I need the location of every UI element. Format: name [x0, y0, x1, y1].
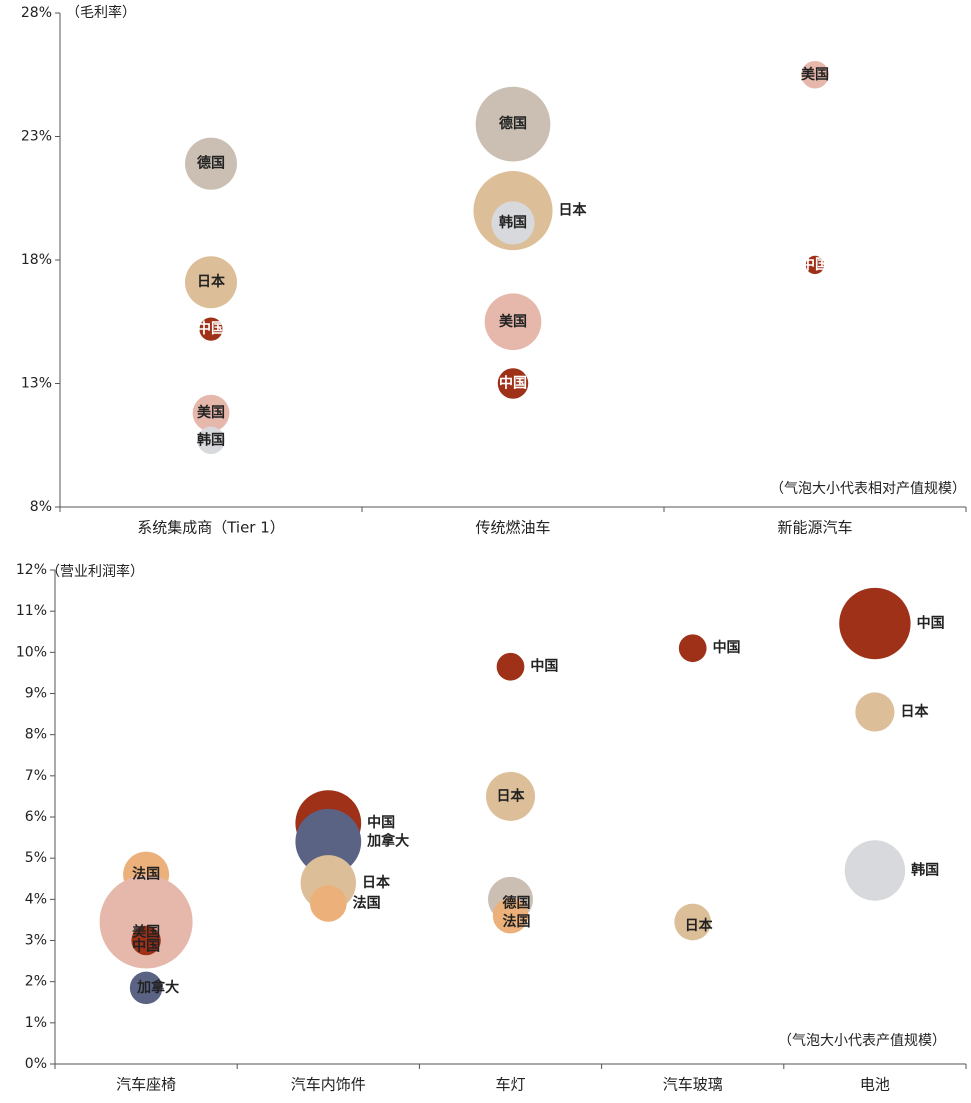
bubble-label: 日本	[685, 917, 714, 934]
bubble-日本	[485, 771, 536, 821]
bubble-label: 日本	[362, 874, 391, 891]
y-axis-title: （毛利率）	[66, 4, 136, 21]
bubble-label: 中国	[917, 615, 945, 632]
y-tick-label: 7%	[25, 768, 47, 784]
bubble-size-note: （气泡大小代表产值规模）	[778, 1033, 946, 1049]
bubble-label: 加拿大	[366, 833, 409, 850]
bubble-label: 日本	[497, 787, 526, 804]
bubble-label: 中国	[499, 375, 527, 392]
bubble-美国	[192, 394, 230, 432]
bubble-日本	[855, 692, 895, 732]
bubble-label: 中国	[801, 256, 829, 273]
y-tick-label: 10%	[16, 644, 47, 660]
bubble-label: 韩国	[197, 431, 225, 448]
y-tick-label: 23%	[21, 129, 52, 145]
bubble-label: 美国	[197, 404, 225, 421]
bubble-法国	[492, 898, 529, 934]
bubble-size-note: （气泡大小代表相对产值规模）	[770, 481, 966, 497]
bubble-label: 德国	[499, 115, 527, 132]
x-category-label: 汽车内饰件	[291, 1076, 366, 1094]
y-tick-label: 3%	[25, 933, 47, 949]
y-tick-label: 8%	[25, 727, 47, 743]
y-tick-label: 28%	[21, 5, 52, 21]
bubble-美国	[801, 60, 829, 89]
bubble-label: 德国	[503, 894, 531, 911]
bubble-日本	[674, 903, 712, 941]
bubble-label: 美国	[132, 923, 160, 940]
y-tick-label: 8%	[30, 499, 52, 515]
bubble-中国	[678, 634, 707, 663]
bubble-label: 法国	[353, 894, 381, 911]
x-category-label: 新能源汽车	[777, 519, 852, 537]
bubble-德国	[475, 86, 551, 162]
bubble-label: 加拿大	[136, 979, 179, 996]
bubble-label: 日本	[901, 703, 930, 720]
bubble-label: 中国	[132, 938, 160, 955]
bubble-label: 中国	[367, 814, 395, 831]
bubble-label: 德国	[197, 155, 225, 172]
bubble-label: 法国	[132, 866, 160, 883]
chart-gross-margin: 8% 13% 18% 23% 28% 系统集成商（Tier 1） 传统燃油车 新能源汽车 （毛利…	[21, 4, 967, 537]
bubble-label: 韩国	[499, 214, 527, 231]
bubble-法国	[309, 885, 347, 922]
bubble-label: 法国	[503, 913, 531, 930]
bubble-韩国	[491, 201, 535, 245]
bubble-中国	[199, 317, 223, 341]
bubble-中国	[131, 925, 161, 956]
bubble-加拿大	[295, 808, 362, 875]
y-tick-label: 12%	[16, 562, 47, 578]
y-tick-label: 13%	[21, 376, 52, 392]
y-tick-label: 0%	[25, 1056, 47, 1072]
y-tick-label: 5%	[25, 850, 47, 866]
x-category-label: 电池	[860, 1076, 890, 1094]
y-tick-label: 11%	[16, 603, 47, 619]
bubble-label: 韩国	[911, 862, 939, 879]
x-category-label: 传统燃油车	[475, 519, 550, 537]
x-category-label: 车灯	[495, 1076, 525, 1094]
bubble-label: 中国	[713, 639, 741, 656]
bubble-德国	[185, 137, 237, 190]
bubble-加拿大	[129, 971, 163, 1005]
bubble-日本	[185, 256, 237, 309]
y-tick-label: 2%	[25, 974, 47, 990]
bubble-label: 中国	[197, 320, 225, 337]
chart-operating-margin: 0% 1% 2% 3% 4% 5% 6% 7% 8% 9% 10% 11% 12% 汽车座椅 汽车内饰件 车灯…	[16, 562, 967, 1094]
bubble-label: 日本	[559, 202, 588, 219]
bubble-label: 日本	[197, 273, 226, 290]
bubble-中国	[805, 255, 825, 275]
x-category-label: 系统集成商（Tier 1）	[137, 519, 285, 537]
bubble-美国	[484, 293, 542, 351]
y-tick-label: 9%	[25, 686, 47, 702]
y-tick-label: 18%	[21, 252, 52, 268]
y-tick-label: 6%	[25, 809, 47, 825]
y-tick-label: 4%	[25, 891, 47, 907]
bubble-label: 美国	[499, 313, 527, 330]
bubble-韩国	[197, 426, 225, 455]
bubble-中国	[839, 587, 911, 660]
bubble-label: 中国	[530, 658, 558, 675]
x-category-label: 汽车玻璃	[663, 1076, 723, 1094]
y-axis-title: （营业利润率）	[46, 563, 144, 580]
bubble-中国	[496, 652, 525, 681]
bubble-美国	[99, 875, 193, 969]
bubble-label: 美国	[801, 66, 829, 83]
y-tick-label: 1%	[25, 1015, 47, 1031]
bubble-韩国	[844, 840, 906, 901]
x-category-label: 汽车座椅	[116, 1076, 176, 1094]
bubble-中国	[497, 368, 529, 399]
